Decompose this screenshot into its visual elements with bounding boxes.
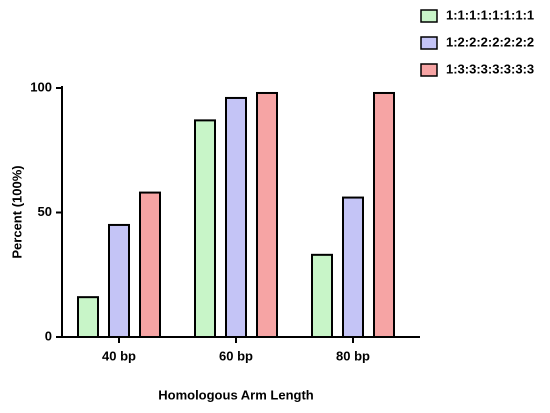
legend-swatch xyxy=(420,36,438,50)
legend-label: 1:2:2:2:2:2:2:2 xyxy=(446,34,534,49)
bar xyxy=(373,91,395,339)
legend-swatch xyxy=(420,63,438,77)
legend-swatch xyxy=(420,9,438,23)
x-tick-label: 80 bp xyxy=(336,348,370,363)
bar xyxy=(139,191,161,338)
y-axis-title: Percent (100%) xyxy=(9,165,24,258)
x-tick-label: 60 bp xyxy=(219,348,253,363)
y-tick-label: 0 xyxy=(45,328,52,343)
bar xyxy=(311,253,333,338)
y-tick-label: 50 xyxy=(38,204,52,219)
y-tick-label: 100 xyxy=(30,79,52,94)
x-tick-label: 40 bp xyxy=(102,348,136,363)
legend-label: 1:1:1:1:1:1:1:1 xyxy=(446,7,534,22)
bar xyxy=(194,119,216,339)
legend-label: 1:3:3:3:3:3:3:3 xyxy=(446,61,534,76)
x-axis-title: Homologous Arm Length xyxy=(158,387,314,402)
bar xyxy=(342,196,364,338)
bar xyxy=(225,96,247,338)
bar xyxy=(108,223,130,338)
bar xyxy=(256,91,278,339)
bar xyxy=(77,296,99,339)
